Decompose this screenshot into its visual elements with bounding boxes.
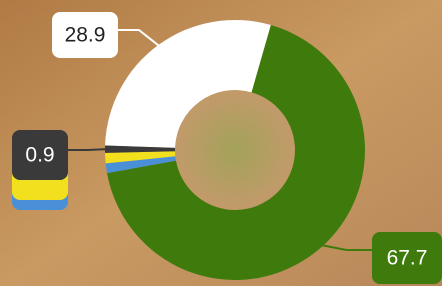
label-leader: [68, 149, 107, 150]
chart: 28.9 67.7 0.9: [0, 0, 442, 286]
data-label: 28.9: [65, 24, 106, 47]
photo-center: [175, 90, 295, 210]
data-label: 0.9: [25, 144, 54, 167]
data-label: 67.7: [387, 247, 428, 270]
